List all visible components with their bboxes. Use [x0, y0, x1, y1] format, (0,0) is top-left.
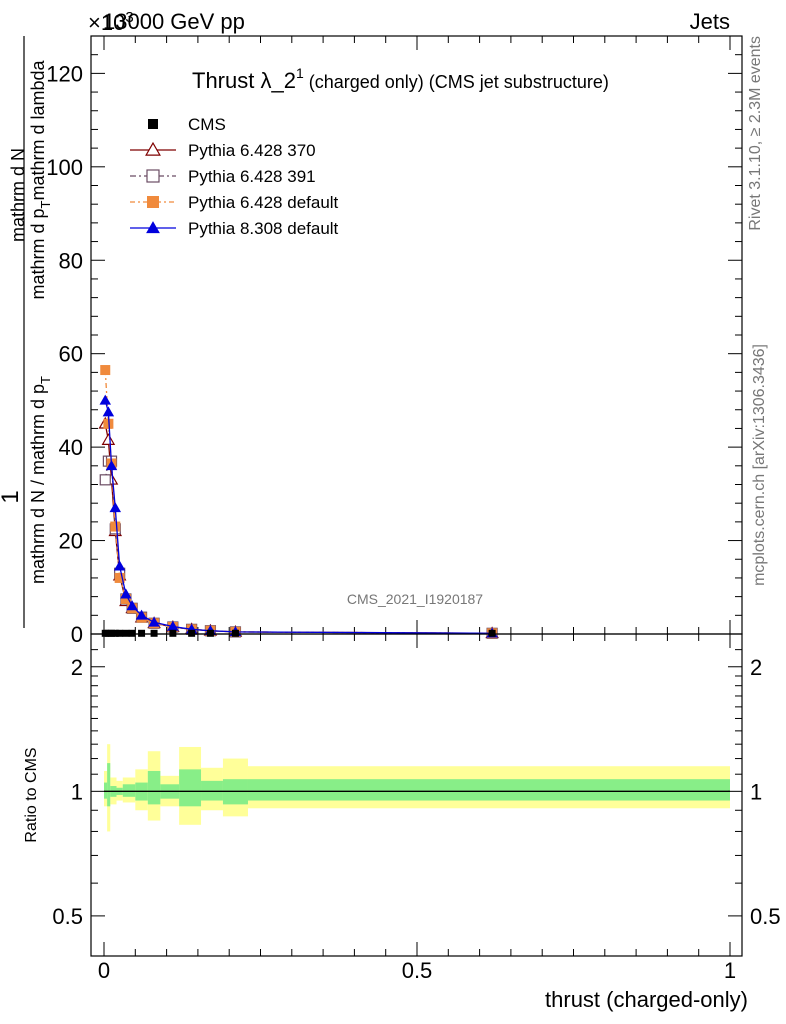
y-tick-label: 80	[59, 248, 83, 273]
ratio-y-tick-label: 0.5	[52, 904, 83, 929]
legend-label: Pythia 6.428 370	[188, 141, 316, 160]
ratio-band-stat	[179, 769, 202, 807]
ratio-band-stat	[247, 779, 731, 801]
y-tick-label: 0	[71, 622, 83, 647]
data-point	[110, 521, 121, 532]
y-tick-label: 100	[46, 155, 83, 180]
legend-label: Pythia 8.308 default	[188, 219, 339, 238]
y-tick-label: 120	[46, 61, 83, 86]
data-point	[101, 433, 116, 445]
x-tick-label: 0.5	[402, 958, 433, 983]
ratio-y-tick-label-right: 0.5	[750, 904, 781, 929]
ratio-y-tick-label-right: 1	[750, 779, 762, 804]
data-point	[122, 629, 130, 637]
legend-marker	[147, 196, 159, 208]
data-point	[138, 629, 146, 637]
legend-marker	[148, 119, 158, 129]
series-cms	[101, 629, 496, 637]
data-point	[103, 418, 114, 429]
series-pythia-6-428-391	[99, 455, 498, 639]
ylabel-den-1: mathrm d N / mathrm d pT	[28, 376, 53, 584]
data-point	[105, 460, 118, 471]
ylabel-den-2: mathrm d pTmathrm d lambda	[28, 59, 53, 299]
ratio-y-tick-label-right: 2	[750, 655, 762, 680]
series-line	[104, 460, 493, 634]
data-point	[113, 560, 126, 571]
legend-label: Pythia 6.428 391	[188, 167, 316, 186]
data-point	[169, 629, 177, 637]
x-tick-label: 1	[724, 958, 736, 983]
data-point	[120, 588, 132, 599]
data-point	[102, 406, 115, 417]
analysis-watermark: CMS_2021_I1920187	[347, 591, 483, 607]
x-axis-label: thrust (charged-only)	[545, 987, 748, 1012]
legend-marker	[145, 141, 161, 156]
category-label: Jets	[690, 9, 730, 34]
ylabel-num-2: mathrm d N	[8, 148, 28, 242]
rivet-label: Rivet 3.1.10, ≥ 2.3M events	[747, 36, 764, 231]
data-point	[488, 629, 496, 637]
data-point	[126, 600, 138, 611]
ratio-band-stat	[122, 784, 136, 797]
data-point	[135, 609, 148, 620]
data-point	[120, 593, 131, 604]
energy-label: 13000 GeV pp	[103, 9, 245, 34]
data-point	[108, 629, 116, 637]
y-tick-label: 60	[59, 342, 83, 367]
exponent-label: ×103	[88, 9, 134, 35]
ratio-band-stat	[147, 770, 161, 805]
ratio-y-tick-label: 1	[71, 779, 83, 804]
main-title: Thrust λ_21 (charged only) (CMS jet subs…	[192, 65, 609, 93]
legend-marker	[146, 169, 160, 183]
data-point	[114, 572, 125, 583]
data-point	[128, 629, 136, 637]
data-point	[148, 616, 160, 627]
data-point	[100, 365, 111, 376]
data-point	[150, 629, 158, 637]
ratio-band-stat	[107, 763, 111, 807]
legend-label: Pythia 6.428 default	[188, 193, 339, 212]
data-point	[109, 502, 122, 513]
x-tick-label: 0	[98, 958, 110, 983]
y-tick-label: 40	[59, 435, 83, 460]
y-tick-label: 20	[59, 529, 83, 554]
data-point	[111, 629, 119, 637]
data-point	[206, 629, 214, 637]
data-point	[188, 629, 196, 637]
ratio-y-axis-label: Ratio to CMS	[23, 747, 40, 842]
data-point	[231, 629, 239, 637]
ratio-y-tick-label: 2	[71, 655, 83, 680]
ylabel-one: 1	[0, 490, 24, 503]
data-point	[167, 620, 179, 631]
legend-label: CMS	[188, 115, 226, 134]
data-point	[99, 474, 111, 486]
legend-marker	[146, 221, 160, 234]
data-point	[99, 394, 112, 405]
legend: CMS Pythia 6.428 370 Pythia 6.428 391 Pythi…	[130, 115, 339, 238]
main-y-axis-label: 1 mathrm d N / mathrm d pT mathrm d N ma…	[0, 36, 53, 628]
data-point	[116, 629, 124, 637]
mcplots-label: mcplots.cern.ch [arXiv:1306.3436]	[751, 344, 768, 586]
ratio-band-stat	[104, 782, 108, 799]
